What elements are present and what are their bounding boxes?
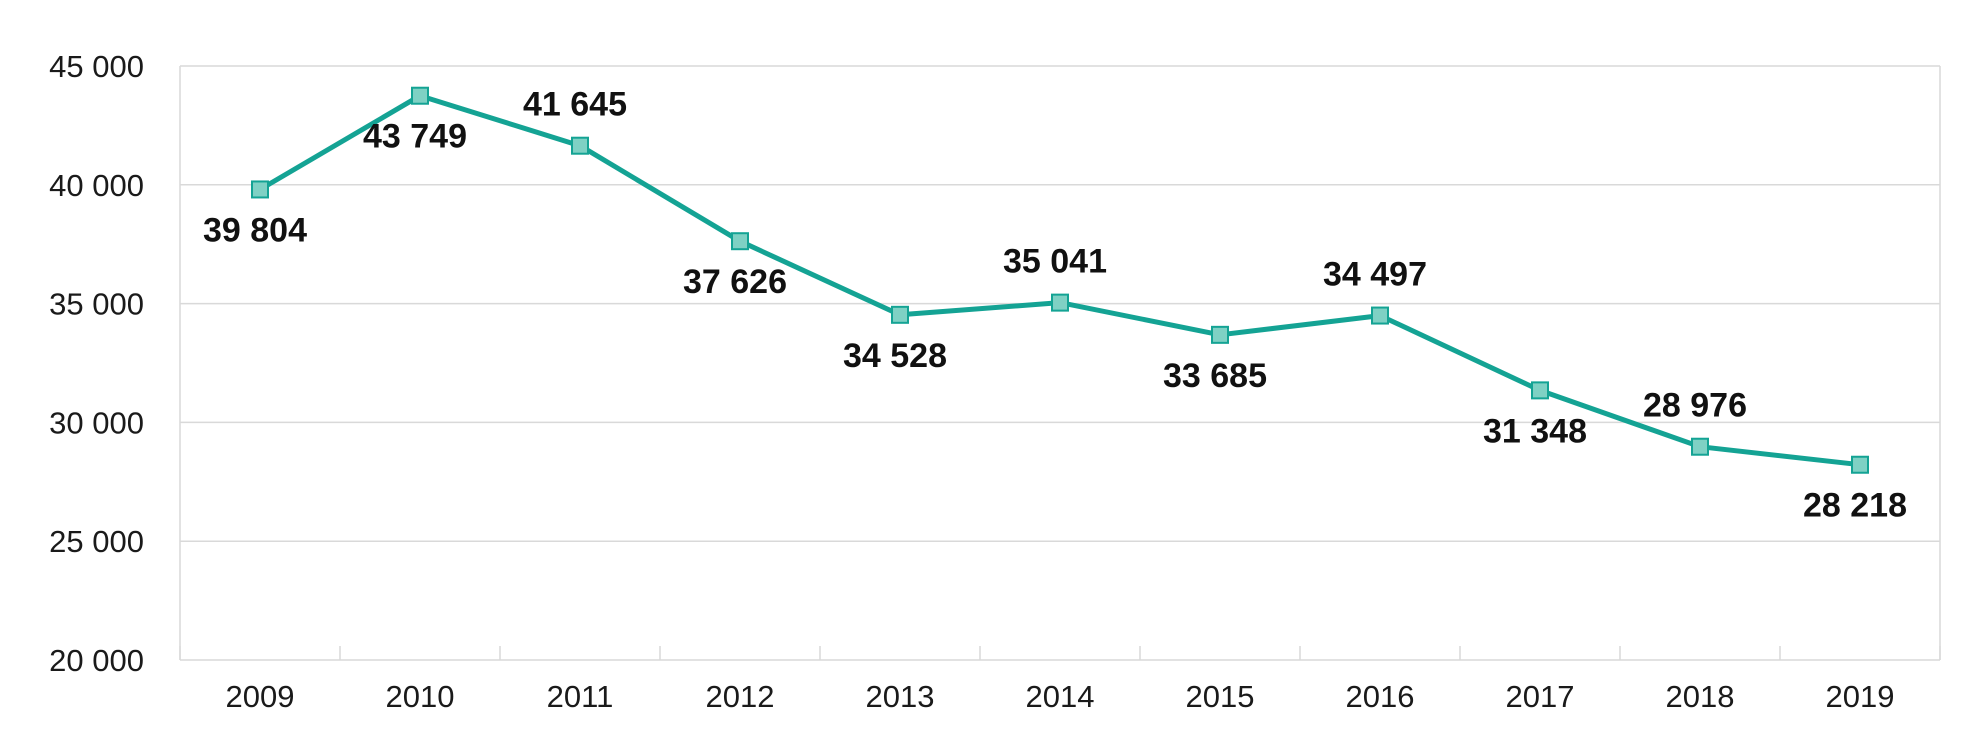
marker-2010 [411,86,429,105]
x-tick-label-2012: 2012 [706,679,775,714]
x-tick-label-2017: 2017 [1506,679,1575,714]
y-axis-tick-labels: 20 000 25 000 30 000 35 000 40 000 45 000 [49,49,144,678]
x-tick-label-2018: 2018 [1666,679,1735,714]
y-tick-label-45000: 45 000 [49,49,144,84]
marker-2019 [1851,455,1869,474]
y-tick-label-30000: 30 000 [49,405,144,440]
data-label-2009: 39 804 [203,211,307,249]
data-label-2016: 34 497 [1323,256,1427,294]
y-tick-label-35000: 35 000 [49,287,144,322]
data-label-2019: 28 218 [1803,487,1907,525]
data-label-2017: 31 348 [1483,412,1587,450]
marker-2012 [731,232,749,251]
y-tick-label-20000: 20 000 [49,643,144,678]
x-tick-label-2019: 2019 [1826,679,1895,714]
data-label-2012: 37 626 [683,263,787,301]
data-label-2011: 41 645 [523,86,627,124]
data-label-2010: 43 749 [363,118,467,156]
x-tick-label-2016: 2016 [1346,679,1415,714]
x-tick-label-2015: 2015 [1186,679,1255,714]
x-axis-tick-labels: 2009 2010 2011 2012 2013 2014 2015 2016 2017 2018… [226,679,1895,714]
x-tick-label-2010: 2010 [386,679,455,714]
x-tick-label-2009: 2009 [226,679,295,714]
marker-2016 [1371,306,1389,325]
markers [251,86,1869,474]
axes [179,66,1941,661]
marker-2018 [1691,437,1709,456]
marker-2014 [1051,293,1069,312]
marker-2015 [1211,325,1229,344]
marker-2013 [891,305,909,324]
data-label-2018: 28 976 [1643,387,1747,425]
marker-2009 [251,180,269,199]
x-tick-label-2013: 2013 [866,679,935,714]
y-tick-label-40000: 40 000 [49,168,144,203]
data-label-2013: 34 528 [843,337,947,375]
y-tick-label-25000: 25 000 [49,524,144,559]
marker-2011 [571,136,589,155]
x-tick-label-2011: 2011 [547,679,614,714]
data-labels: 39 804 43 749 41 645 37 626 34 528 35 041 33 6… [203,86,1907,525]
x-tick-label-2014: 2014 [1026,679,1095,714]
data-label-2014: 35 041 [1003,243,1107,281]
data-label-2015: 33 685 [1163,357,1267,395]
marker-2017 [1531,381,1549,400]
